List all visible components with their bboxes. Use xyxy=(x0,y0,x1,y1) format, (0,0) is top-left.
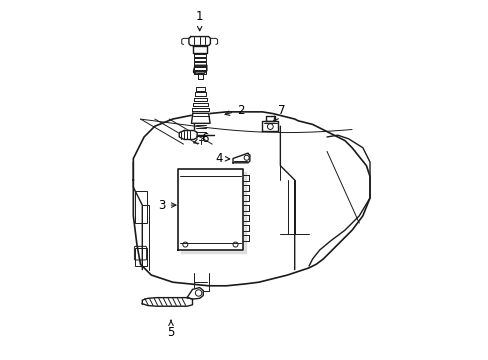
Polygon shape xyxy=(179,131,197,139)
Polygon shape xyxy=(181,172,245,253)
Polygon shape xyxy=(194,98,207,101)
Text: 5: 5 xyxy=(167,320,174,339)
Polygon shape xyxy=(262,121,278,131)
Text: 1: 1 xyxy=(196,10,203,31)
Polygon shape xyxy=(178,169,242,250)
Polygon shape xyxy=(191,113,210,123)
Polygon shape xyxy=(193,71,205,74)
Polygon shape xyxy=(195,93,206,96)
Polygon shape xyxy=(193,54,205,57)
Text: 3: 3 xyxy=(158,199,176,212)
Polygon shape xyxy=(197,73,202,79)
Polygon shape xyxy=(265,116,274,121)
Polygon shape xyxy=(188,37,210,45)
Polygon shape xyxy=(196,87,204,91)
Text: 6: 6 xyxy=(193,132,208,145)
Polygon shape xyxy=(193,65,206,73)
Polygon shape xyxy=(187,288,203,299)
Polygon shape xyxy=(193,67,205,70)
Text: 4: 4 xyxy=(215,152,229,165)
Polygon shape xyxy=(193,103,208,106)
Polygon shape xyxy=(142,298,192,306)
Polygon shape xyxy=(133,112,369,286)
Polygon shape xyxy=(233,153,249,163)
Polygon shape xyxy=(193,62,205,66)
Text: 2: 2 xyxy=(224,104,244,117)
Polygon shape xyxy=(192,45,206,53)
Polygon shape xyxy=(193,58,205,61)
Text: 7: 7 xyxy=(273,104,285,121)
Polygon shape xyxy=(192,108,209,111)
